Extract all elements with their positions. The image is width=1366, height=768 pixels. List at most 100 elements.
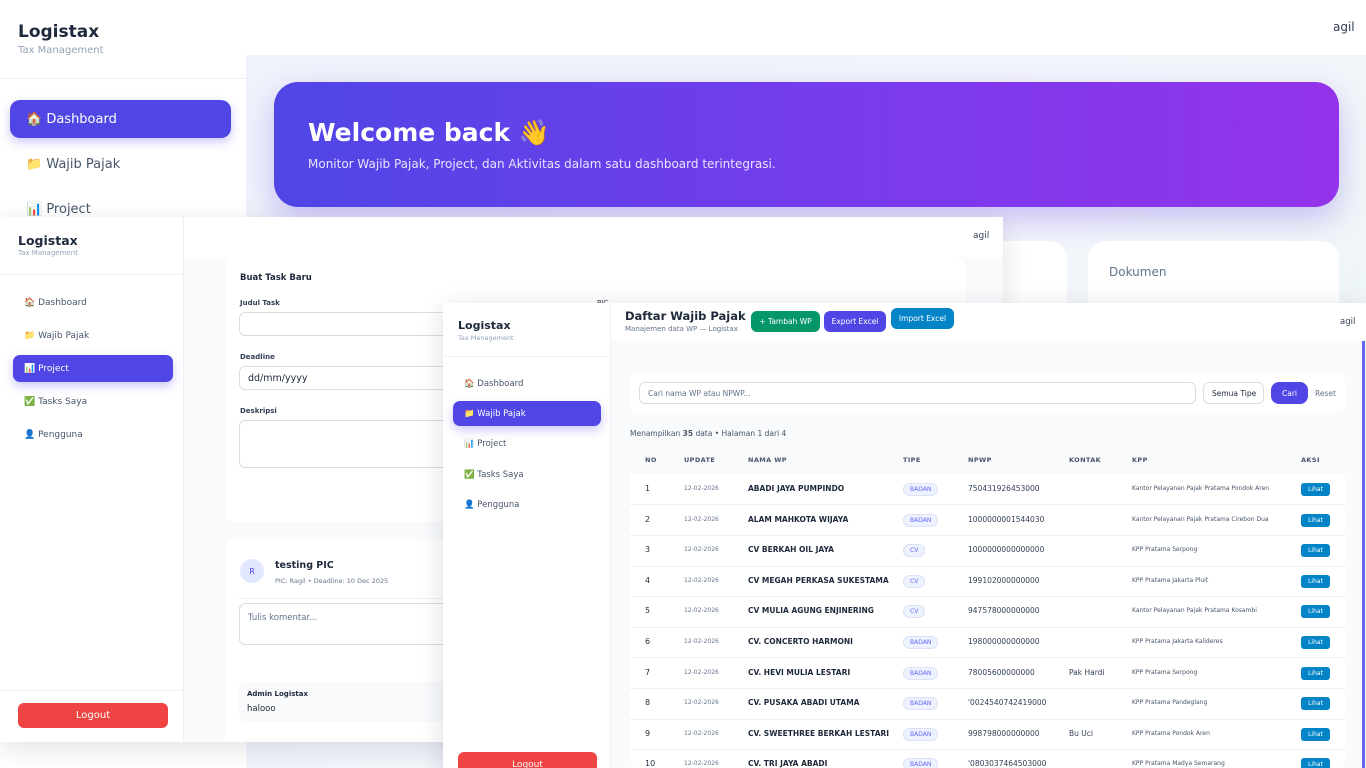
view-button[interactable]: Lihat <box>1301 758 1330 768</box>
nav-active[interactable] <box>453 401 601 426</box>
cell-no: 7 <box>645 667 651 677</box>
view-button[interactable]: Lihat <box>1301 727 1330 741</box>
brand-subtitle: Tax Management <box>458 334 514 342</box>
brand-subtitle: Tax Management <box>18 249 78 257</box>
cell-no: 10 <box>645 759 656 768</box>
info-text: data • Halaman 1 dari 4 <box>695 429 787 438</box>
logout-button[interactable]: Logout <box>18 703 168 728</box>
cell-npwp: 750431926453000 <box>968 484 1040 493</box>
cell-type: BADAN <box>903 727 939 741</box>
row-divider <box>630 534 1345 536</box>
cell-kpp: KPP Pratama Madya Semarang <box>1132 760 1225 768</box>
nav-item[interactable]: 🏠 Dashboard <box>24 298 87 308</box>
nav-item[interactable]: 📁 Wajib Pajak <box>24 331 90 341</box>
column-header: TIPE <box>903 456 921 464</box>
cell-type: BADAN <box>903 636 939 649</box>
cell-no: 3 <box>645 545 651 555</box>
user-name[interactable]: agil <box>1340 317 1356 327</box>
cell-name: CV. TRI JAYA ABADI <box>748 759 828 768</box>
column-header: AKSI <box>1301 456 1320 464</box>
export-button[interactable]: Export Excel <box>824 311 886 332</box>
nav-item[interactable]: 📊 Project <box>26 202 91 217</box>
nav-item[interactable]: 📁 Wajib Pajak <box>464 409 526 419</box>
cell-type: BADAN <box>903 758 939 768</box>
nav-active[interactable] <box>10 100 231 138</box>
nav-item[interactable]: ✅ Tasks Saya <box>24 397 88 407</box>
table-card <box>630 446 1345 768</box>
view-button[interactable]: Lihat <box>1301 544 1330 558</box>
cell-kpp: KPP Pratama Jakarta Pluit <box>1132 576 1209 584</box>
brand-title: Logistax <box>458 319 511 332</box>
cell-contact: Bu Uci <box>1069 728 1093 738</box>
cell-name: CV. PUSAKA ABADI UTAMA <box>748 698 860 708</box>
cell-type: BADAN <box>903 697 939 711</box>
cell-date: 12-02-2026 <box>684 485 719 492</box>
cell-type: BADAN <box>903 483 939 496</box>
form-title: Buat Task Baru <box>240 273 312 283</box>
column-header: KPP <box>1132 456 1148 464</box>
nav-item[interactable]: 👤 Pengguna <box>24 430 83 440</box>
user-name[interactable]: agil <box>973 231 990 241</box>
brand-title: Logistax <box>18 233 78 248</box>
cell-kpp: KPP Pratama Pandeglang <box>1132 699 1208 707</box>
view-button[interactable]: Lihat <box>1301 483 1330 496</box>
search-input[interactable]: Cari nama WP atau NPWP... <box>639 382 1196 404</box>
sidebar <box>0 217 184 742</box>
cell-type: CV <box>903 544 926 558</box>
brand-title: Logistax <box>18 22 100 42</box>
column-header: NO <box>645 456 657 464</box>
divider <box>0 78 246 79</box>
view-button[interactable]: Lihat <box>1301 513 1330 527</box>
page-title: Daftar Wajib Pajak <box>625 309 746 323</box>
user-name[interactable]: agil <box>1333 20 1355 34</box>
import-button[interactable]: Import Excel <box>891 308 954 329</box>
cell-date: 12-02-2026 <box>684 515 719 523</box>
view-button[interactable]: Lihat <box>1301 636 1330 649</box>
cell-npwp: 947578000000000 <box>968 606 1040 616</box>
field-label: Deadline <box>240 353 275 361</box>
cell-npwp: 198000000000000 <box>968 637 1040 646</box>
view-button[interactable]: Lihat <box>1301 697 1330 711</box>
nav-item[interactable]: 📊 Project <box>464 439 507 449</box>
stat-label: Dokumen <box>1109 265 1167 279</box>
nav-active[interactable] <box>13 355 173 382</box>
table-header <box>630 446 1345 474</box>
type-select[interactable]: Semua Tipe <box>1203 382 1264 404</box>
nav-item[interactable]: 🏠 Dashboard <box>26 112 117 127</box>
cell-npwp: 1000000000000000 <box>968 545 1045 555</box>
nav-item[interactable]: 👤 Pengguna <box>464 500 520 510</box>
comment-author: Admin Logistax <box>247 690 308 698</box>
cell-no: 2 <box>645 514 651 524</box>
view-button[interactable]: Lihat <box>1301 574 1330 588</box>
nav-item[interactable]: ✅ Tasks Saya <box>464 470 524 480</box>
column-header: NPWP <box>968 456 992 464</box>
cell-type: BADAN <box>903 666 939 680</box>
view-button[interactable]: Lihat <box>1301 605 1330 619</box>
view-button[interactable]: Lihat <box>1301 666 1330 680</box>
cell-date: 12-02-2026 <box>684 576 719 584</box>
cell-name: CV. SWEETHREE BERKAH LESTARI <box>748 728 890 738</box>
column-header: UPDATE <box>684 456 716 464</box>
cell-kpp: Kantor Pelayanan Pajak Pratama Kosambi <box>1132 607 1257 615</box>
avatar: R <box>240 559 264 583</box>
search-button[interactable]: Cari <box>1271 382 1308 404</box>
banner <box>274 82 1339 207</box>
nav-item[interactable]: 📊 Project <box>24 364 69 374</box>
logout-button[interactable]: Logout <box>458 752 597 768</box>
nav-item[interactable]: 🏠 Dashboard <box>464 379 524 389</box>
nav-item[interactable]: 📁 Wajib Pajak <box>26 157 121 172</box>
add-button[interactable]: + Tambah WP <box>751 311 820 332</box>
cell-name: CV. HEVI MULIA LESTARI <box>748 667 851 677</box>
scroll-accent <box>1362 341 1365 768</box>
cell-date: 12-02-2026 <box>684 729 719 737</box>
row-divider <box>630 687 1345 689</box>
divider <box>0 690 184 691</box>
info-count: 35 <box>682 429 694 438</box>
cell-date: 12-02-2026 <box>684 638 719 645</box>
cell-date: 12-02-2026 <box>684 760 719 768</box>
cell-kpp: KPP Pratama Serpong <box>1132 668 1198 676</box>
field-label: Deskripsi <box>240 407 277 415</box>
page-subtitle: Manajemen data WP — Logistax <box>625 325 738 333</box>
cell-npwp: '0803037464503000 <box>968 759 1047 768</box>
reset-link[interactable]: Reset <box>1315 389 1336 398</box>
